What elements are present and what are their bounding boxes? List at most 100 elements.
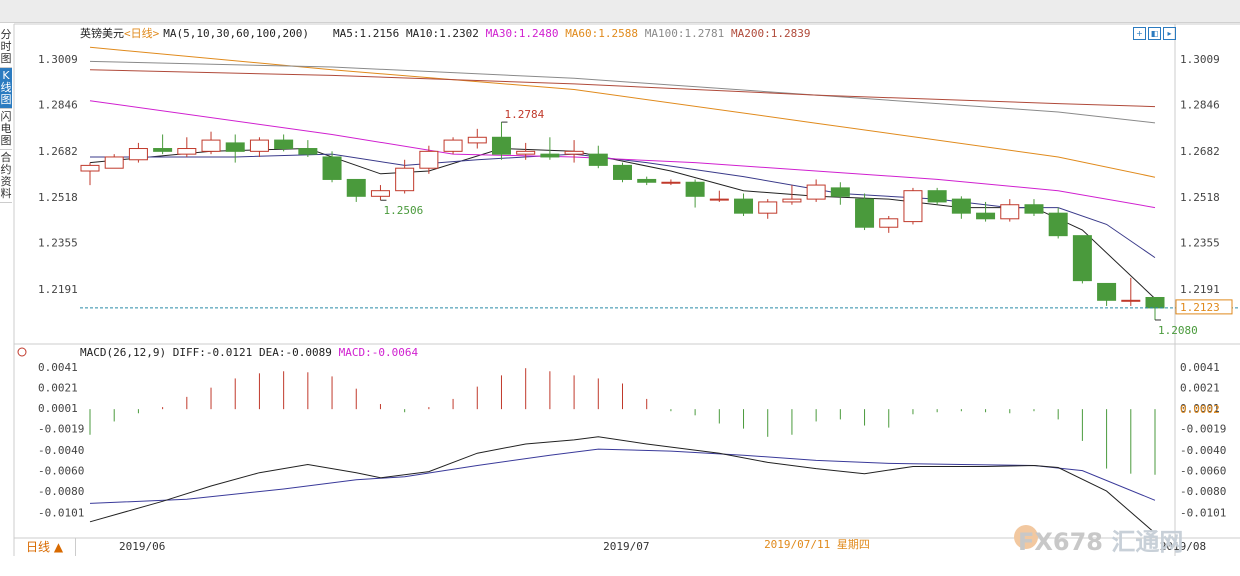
candle-body[interactable]: [709, 198, 729, 201]
ma-value-label: MA100:1.2781: [645, 27, 724, 40]
candle-body[interactable]: [661, 181, 681, 184]
candle-body[interactable]: [1145, 296, 1165, 309]
candle-body[interactable]: [201, 139, 221, 152]
candle-body[interactable]: [1072, 235, 1092, 282]
price-tick-label-right: 1.2846: [1180, 99, 1220, 112]
tab-flash[interactable]: 闪电图: [0, 109, 12, 150]
candle-body[interactable]: [249, 139, 269, 152]
macd-tick-label-left: -0.0040: [38, 444, 84, 457]
candle-body[interactable]: [903, 190, 923, 223]
candle-body[interactable]: [516, 150, 536, 155]
price-tick-label-left: 1.2846: [38, 99, 78, 112]
period-selector-button[interactable]: 日线 ▲: [14, 538, 76, 556]
candle-body[interactable]: [128, 148, 148, 161]
candle-body[interactable]: [951, 198, 971, 214]
price-tick-label-left: 1.3009: [38, 53, 78, 66]
candle-body[interactable]: [80, 164, 100, 172]
prev-icon[interactable]: ◧: [1148, 27, 1161, 40]
candle-body[interactable]: [1024, 204, 1044, 214]
price-tick-label-left: 1.2355: [38, 237, 78, 250]
candle-body[interactable]: [104, 156, 124, 169]
time-axis-label: 2019/07: [603, 540, 649, 553]
price-tick-label-left: 1.2191: [38, 283, 78, 296]
top-toolbar: [0, 0, 1240, 23]
candle-body[interactable]: [419, 150, 439, 169]
candle-body[interactable]: [588, 153, 608, 166]
candle-body[interactable]: [1097, 282, 1117, 301]
high-annotation: 1.2784: [504, 108, 544, 121]
tab-contract-info[interactable]: 合约资料: [0, 150, 12, 203]
candle-body[interactable]: [855, 198, 875, 228]
low-annotation: 1.2506: [383, 204, 423, 217]
candle-body[interactable]: [177, 148, 197, 155]
instrument-name: 英镑美元: [80, 26, 124, 40]
candle-body[interactable]: [734, 198, 754, 214]
price-tick-label-right: 1.2355: [1180, 237, 1220, 250]
candle-body[interactable]: [491, 136, 511, 155]
candle-body[interactable]: [613, 164, 632, 180]
price-tick-label-right: 1.3009: [1180, 53, 1220, 66]
candle-body[interactable]: [1000, 204, 1020, 220]
macd-tick-label-right: -0.0060: [1180, 465, 1226, 478]
chart-type-tabs: 分时图 K线图 闪电图 合约资料: [0, 27, 14, 203]
watermark: FX678 汇通网: [1018, 522, 1183, 557]
tab-time-sharing[interactable]: 分时图: [0, 27, 12, 68]
macd-tick-label-left: 0.0021: [38, 382, 78, 395]
macd-tick-label-right: -0.0019: [1180, 423, 1226, 436]
price-tick-label-right: 1.2191: [1180, 283, 1220, 296]
candle-body[interactable]: [540, 153, 560, 158]
macd-tick-label-right: -0.0080: [1180, 485, 1226, 498]
watermark-cn: 汇通网: [1111, 528, 1184, 556]
fx678-logo-icon: [1014, 525, 1038, 549]
macd-indicator-label: MACD:-0.0064: [339, 346, 419, 359]
candle-body[interactable]: [1121, 299, 1141, 302]
candle-body[interactable]: [395, 167, 415, 192]
candle-body[interactable]: [153, 148, 173, 152]
candle-body[interactable]: [976, 212, 996, 220]
ma-value-label: MA200:1.2839: [731, 27, 810, 40]
ma-line-ma60: [89, 46, 1156, 178]
candle-body[interactable]: [443, 139, 463, 152]
ma-line-ma30: [89, 100, 1156, 209]
ma-line-ma100: [89, 60, 1156, 124]
candle-body[interactable]: [564, 150, 584, 155]
candle-body[interactable]: [830, 187, 850, 197]
candle-body[interactable]: [467, 136, 487, 144]
last-price-label: 1.2123: [1180, 301, 1220, 314]
candle-body[interactable]: [370, 190, 390, 197]
price-tick-label-right: 1.2518: [1180, 191, 1220, 204]
hover-date-label: 2019/07/11 星期四: [764, 538, 870, 551]
candle-body[interactable]: [274, 139, 294, 150]
chart-tools: + ◧ ▸: [1133, 27, 1176, 40]
price-tick-label-left: 1.2518: [38, 191, 78, 204]
ma-line-ma10: [90, 153, 1156, 259]
candle-body[interactable]: [298, 148, 318, 155]
tab-kline[interactable]: K线图: [0, 68, 12, 109]
macd-tick-label-right: -0.0040: [1180, 444, 1226, 457]
macd-tick-label-right: 0.0021: [1180, 382, 1220, 395]
candle-body[interactable]: [758, 201, 778, 214]
expand-icon[interactable]: +: [1133, 27, 1146, 40]
next-icon[interactable]: ▸: [1163, 27, 1176, 40]
macd-tick-label-right: 0.0041: [1180, 361, 1220, 374]
ma-value-label: MA30:1.2480: [486, 27, 559, 40]
candle-body[interactable]: [346, 178, 366, 197]
candle-body[interactable]: [806, 184, 826, 200]
candle-body[interactable]: [637, 178, 657, 183]
macd-tick-label-left: -0.0060: [38, 465, 84, 478]
candle-body[interactable]: [782, 198, 802, 203]
macd-tick-label-right: -0.0101: [1180, 507, 1226, 520]
candle-body[interactable]: [879, 218, 899, 228]
macd-indicator-label: DIFF:-0.0121: [173, 346, 252, 359]
candle-body[interactable]: [322, 156, 342, 180]
candle-body[interactable]: [685, 181, 705, 197]
ma-line-ma200: [89, 69, 1156, 108]
candle-body[interactable]: [1048, 212, 1068, 237]
candle-body[interactable]: [927, 190, 947, 203]
candle-body[interactable]: [225, 142, 245, 152]
macd-settings-icon[interactable]: [17, 347, 27, 357]
chart-header: 英镑美元<日线> MA(5,10,30,60,100,200): [80, 26, 309, 40]
last-price-box: [1175, 299, 1233, 315]
price-tick-label-left: 1.2682: [38, 145, 78, 158]
